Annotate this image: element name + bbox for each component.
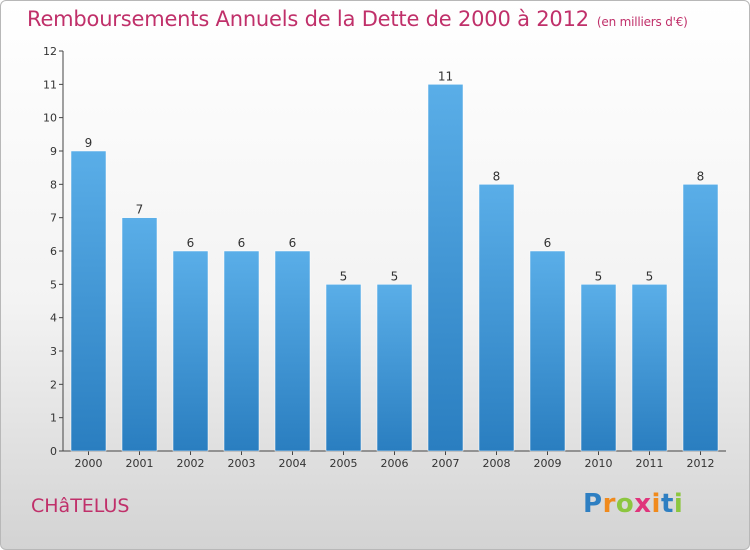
y-tick-label: 7 [50,212,57,225]
y-tick-label: 2 [50,378,57,391]
bar [172,250,209,452]
y-tick-label: 11 [43,78,57,91]
x-tick-label: 2011 [636,457,664,470]
bar [223,250,260,452]
bar [325,284,362,452]
commune-name: CHâTELUS [31,495,130,517]
logo-letter: t [660,489,674,519]
y-tick-label: 3 [50,345,57,358]
x-tick-label: 2006 [381,457,409,470]
x-tick-label: 2009 [534,457,562,470]
bar [682,184,719,452]
data-label: 8 [493,169,501,183]
bars [70,84,719,452]
data-label: 6 [238,236,246,250]
data-label: 11 [438,69,453,83]
x-tick-label: 2005 [330,457,358,470]
data-label: 9 [85,136,93,150]
x-tick-label: 2012 [687,457,715,470]
x-tick-label: 2010 [585,457,613,470]
y-tick-label: 8 [50,178,57,191]
x-tick-label: 2001 [126,457,154,470]
data-label: 5 [391,269,399,283]
x-tick-label: 2004 [279,457,307,470]
y-tick-label: 5 [50,278,57,291]
chart-subtitle: (en milliers d'€) [596,15,688,29]
logo-letter: P [583,489,603,519]
x-tick-label: 2007 [432,457,460,470]
bar [529,250,566,452]
chart-title: Remboursements Annuels de la Dette de 20… [27,7,688,31]
x-tick-label: 2008 [483,457,511,470]
bar [427,84,464,452]
y-tick-label: 12 [43,45,57,58]
y-tick-label: 10 [43,112,57,125]
x-tick-label: 2003 [228,457,256,470]
data-label: 5 [646,269,654,283]
bar [478,184,515,452]
x-tick-label: 2002 [177,457,205,470]
data-label: 6 [187,236,195,250]
y-tick-label: 0 [50,445,57,458]
data-labels: 9 7 6 6 6 5 5 11 8 6 5 5 8 [85,69,705,283]
bar [580,284,617,452]
bar [121,217,158,452]
bar [376,284,413,452]
data-label: 6 [544,236,552,250]
x-tick-label: 2000 [75,457,103,470]
data-label: 7 [136,203,144,217]
y-tick-label: 9 [50,145,57,158]
chart-title-text: Remboursements Annuels de la Dette de 20… [27,7,589,31]
logo-letter: i [673,489,684,519]
y-tick-label: 6 [50,245,57,258]
logo-letter: x [634,489,652,519]
data-label: 8 [697,169,705,183]
data-label: 5 [340,269,348,283]
logo-letter: r [602,489,616,519]
logo-letter: i [651,489,661,519]
bar [274,250,311,452]
data-label: 6 [289,236,297,250]
y-tick-label: 1 [50,412,57,425]
logo-letter: o [615,489,635,519]
bar [70,150,107,452]
y-tick-label: 4 [50,312,57,325]
data-label: 5 [595,269,603,283]
bar [631,284,668,452]
proxiti-logo: Proxiti [583,489,683,519]
